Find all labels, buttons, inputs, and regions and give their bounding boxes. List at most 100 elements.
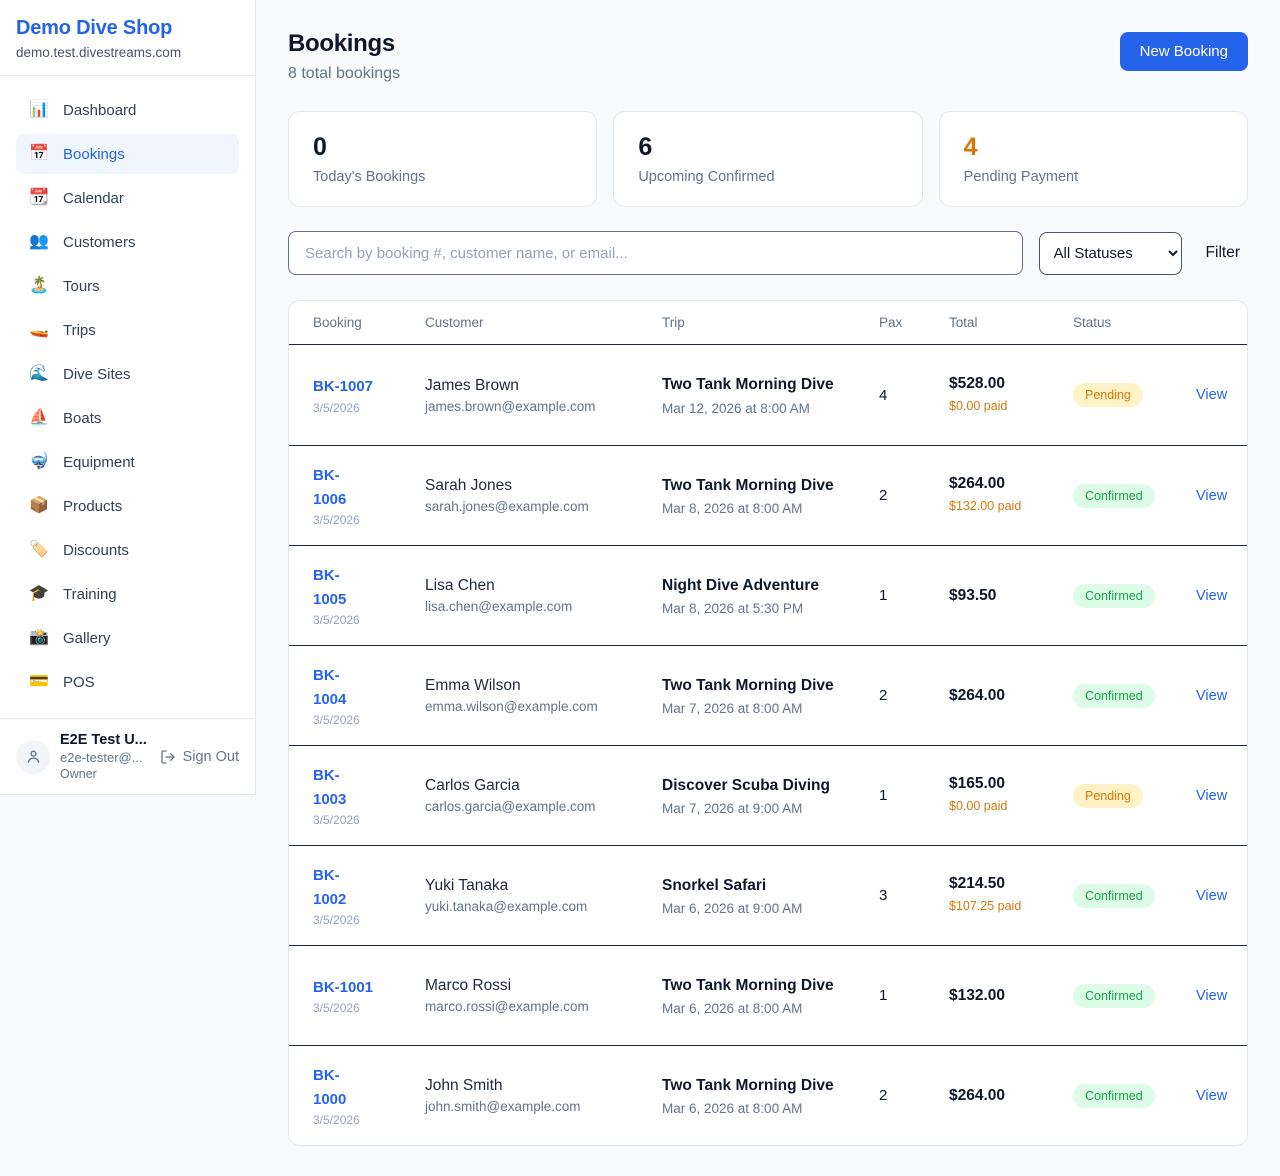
col-total: Total — [949, 315, 978, 330]
booking-link[interactable]: BK- 1002 — [313, 867, 347, 908]
booking-link[interactable]: BK-1007 — [313, 378, 374, 396]
view-link[interactable]: View — [1196, 587, 1228, 604]
sidebar-item-gallery[interactable]: 📸 Gallery — [16, 618, 239, 658]
view-link[interactable]: View — [1196, 787, 1228, 804]
sign-out-label: Sign Out — [182, 748, 239, 765]
person-icon — [27, 750, 39, 763]
sidebar-item-training[interactable]: 🎓 Training — [16, 574, 239, 614]
trip-name: Night Dive Adventure — [662, 576, 820, 594]
view-link[interactable]: View — [1196, 687, 1228, 704]
diving-mask-icon: 🤿 — [29, 453, 49, 470]
sidebar-item-equipment[interactable]: 🤿 Equipment — [16, 442, 239, 482]
view-link[interactable]: View — [1196, 887, 1228, 904]
page-subtitle: 8 total bookings — [288, 65, 401, 82]
booking-date: 3/5/2026 — [313, 512, 360, 527]
brand-domain: demo.test.divestreams.com — [16, 45, 182, 60]
filter-button[interactable]: Filter — [1198, 244, 1248, 262]
sidebar-item-label: Tours — [63, 277, 100, 295]
sidebar-item-tours[interactable]: 🏝️ Tours — [16, 266, 239, 306]
pax-value: 2 — [879, 1087, 888, 1104]
paid-amount: $107.25 paid — [949, 899, 1022, 914]
sidebar-item-products[interactable]: 📦 Products — [16, 486, 239, 526]
booking-link[interactable]: BK- 1005 — [313, 567, 347, 608]
sidebar-item-trips[interactable]: 🚤 Trips — [16, 310, 239, 350]
user-email: e2e-tester@... — [60, 750, 143, 765]
total-amount: $528.00 — [949, 374, 1006, 392]
tag-icon: 🏷️ — [29, 541, 49, 558]
booking-link[interactable]: BK-1001 — [313, 978, 374, 996]
sidebar-item-customers[interactable]: 👥 Customers — [16, 222, 239, 262]
page-header-text: Bookings 8 total bookings — [288, 30, 400, 83]
people-icon: 👥 — [29, 233, 49, 250]
booking-link[interactable]: BK- 1006 — [313, 467, 347, 508]
sign-out-button[interactable]: Sign Out — [160, 749, 239, 765]
stat-label: Pending Payment — [963, 169, 1079, 185]
sailboat-icon: ⛵ — [29, 409, 49, 426]
pax-value: 2 — [879, 487, 888, 504]
controls-row: All Statuses Filter — [288, 231, 1248, 275]
trip-datetime: Mar 6, 2026 at 8:00 AM — [662, 1101, 803, 1117]
wave-icon: 🌊 — [29, 365, 49, 382]
status-badge: Confirmed — [1073, 883, 1155, 908]
view-link[interactable]: View — [1196, 987, 1228, 1004]
total-amount: $264.00 — [949, 1086, 1006, 1104]
page-header: Bookings 8 total bookings New Booking — [288, 30, 1248, 83]
booking-link[interactable]: BK- 1003 — [313, 767, 347, 808]
trip-name: Two Tank Morning Dive — [662, 976, 834, 994]
table-header: Booking Customer Trip Pax Total Status — [289, 301, 1247, 345]
stat-value: 4 — [963, 133, 978, 161]
sidebar-item-label: Discounts — [63, 541, 129, 559]
trip-name: Two Tank Morning Dive — [662, 376, 834, 394]
booking-link[interactable]: BK- 1004 — [313, 667, 347, 708]
pax-value: 1 — [879, 587, 888, 604]
customer-name: Yuki Tanaka — [425, 877, 509, 894]
sidebar-item-label: Calendar — [63, 189, 124, 207]
col-status: Status — [1073, 315, 1112, 330]
user-box: E2E Test U... e2e-tester@... Owner Sign … — [0, 718, 255, 794]
booking-link[interactable]: BK- 1000 — [313, 1067, 347, 1108]
sidebar-item-label: Dive Sites — [63, 365, 131, 383]
total-amount: $264.00 — [949, 686, 1006, 704]
view-link[interactable]: View — [1196, 387, 1228, 403]
table-row: BK- 1000 3/5/2026 John Smith john.smith@… — [289, 1045, 1247, 1145]
search-input[interactable] — [288, 231, 1023, 275]
customer-email: marco.rossi@example.com — [425, 999, 589, 1014]
view-link[interactable]: View — [1196, 1087, 1228, 1104]
view-link[interactable]: View — [1196, 487, 1228, 504]
user-meta: E2E Test U... e2e-tester@... Owner — [60, 732, 147, 781]
pax-value: 3 — [879, 887, 888, 904]
new-booking-button[interactable]: New Booking — [1119, 32, 1248, 71]
sidebar-item-dashboard[interactable]: 📊 Dashboard — [16, 90, 239, 130]
paid-amount: $0.00 paid — [949, 799, 1008, 814]
credit-card-icon: 💳 — [29, 673, 49, 690]
sidebar-item-pos[interactable]: 💳 POS — [16, 662, 239, 702]
table-row: BK- 1002 3/5/2026 Yuki Tanaka yuki.tanak… — [289, 845, 1247, 945]
total-amount: $214.50 — [949, 875, 1006, 893]
sidebar-item-discounts[interactable]: 🏷️ Discounts — [16, 530, 239, 570]
sidebar-item-dive-sites[interactable]: 🌊 Dive Sites — [16, 354, 239, 394]
status-badge: Confirmed — [1073, 1083, 1155, 1108]
package-icon: 📦 — [29, 497, 49, 514]
sidebar-item-calendar[interactable]: 📆 Calendar — [16, 178, 239, 218]
status-badge: Confirmed — [1073, 483, 1155, 508]
status-badge: Pending — [1073, 783, 1143, 808]
avatar — [16, 739, 50, 774]
customer-name: Sarah Jones — [425, 477, 513, 494]
status-badge: Pending — [1073, 383, 1143, 407]
booking-date: 3/5/2026 — [313, 912, 360, 927]
trip-datetime: Mar 8, 2026 at 5:30 PM — [662, 601, 804, 617]
pax-value: 2 — [879, 687, 888, 704]
sidebar-item-label: Boats — [63, 409, 102, 427]
table-row: BK-1007 3/5/2026 James Brown james.brown… — [289, 345, 1247, 445]
page-title: Bookings — [288, 30, 395, 57]
calendar-icon: 📅 — [29, 145, 49, 162]
total-amount: $165.00 — [949, 775, 1006, 793]
status-filter-select[interactable]: All Statuses — [1038, 231, 1182, 275]
sidebar-item-bookings[interactable]: 📅 Bookings — [16, 134, 239, 174]
customer-name: Lisa Chen — [425, 577, 495, 594]
brand: Demo Dive Shop demo.test.divestreams.com — [0, 0, 255, 76]
customer-email: lisa.chen@example.com — [425, 599, 573, 614]
stats-row: 0 Today's Bookings 6 Upcoming Confirmed … — [288, 111, 1248, 207]
col-booking: Booking — [313, 315, 362, 330]
sidebar-item-boats[interactable]: ⛵ Boats — [16, 398, 239, 438]
